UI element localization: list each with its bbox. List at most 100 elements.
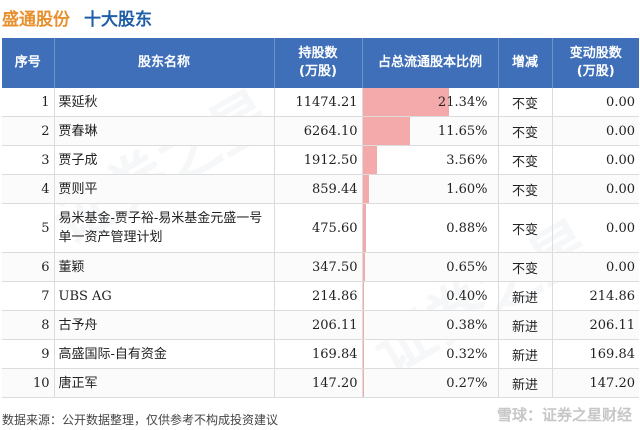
ratio-bar	[362, 117, 410, 145]
delta-shares: 0.00	[551, 203, 639, 253]
change-status: 不变	[497, 203, 552, 253]
change-status: 不变	[497, 252, 552, 282]
shareholder-name: 贾则平	[53, 174, 274, 204]
ratio-cell: 3.56%	[361, 145, 498, 175]
table-row: 5 易米基金-贾子裕-易米基金元盛一号单一资产管理计划 475.60 0.88% 不变 0…	[2, 203, 639, 253]
shareholder-name: 易米基金-贾子裕-易米基金元盛一号单一资产管理计划	[53, 203, 274, 253]
shareholder-name: 唐正军	[53, 368, 274, 398]
table-row: 4 贾则平 859.44 1.60% 不变 0.00	[2, 174, 639, 204]
shares-value: 147.20	[273, 368, 362, 398]
delta-shares: 214.86	[551, 281, 639, 311]
delta-shares: 0.00	[551, 174, 639, 204]
ratio-value: 0.27%	[446, 375, 488, 391]
column-header-name-label: 股东名称	[137, 55, 190, 70]
change-status: 新进	[497, 310, 552, 340]
data-source-note: 数据来源：公开数据整理，仅供参考不构成投资建议	[2, 413, 279, 427]
ratio-cell: 1.60%	[361, 174, 498, 204]
table-row: 7 UBS AG 214.86 0.40% 新进 214.86	[2, 281, 639, 311]
ratio-bar	[362, 282, 365, 310]
table-row: 2 贾春琳 6264.10 11.65% 不变 0.00	[2, 116, 639, 146]
ratio-cell: 0.32%	[361, 339, 498, 369]
shareholder-name: UBS AG	[53, 281, 274, 311]
ratio-value: 0.88%	[446, 220, 488, 236]
table-header-row: 序号 股东名称 持股数 (万股) 占总流通股本比例 增减 变动股数 (万股)	[2, 38, 639, 88]
column-header-change: 增减	[497, 38, 552, 88]
title-bar: 盛通股份 十大股东	[0, 0, 640, 34]
ratio-bar	[362, 146, 377, 174]
ratio-bar	[362, 204, 367, 252]
ratio-cell: 0.88%	[361, 203, 498, 253]
row-index: 7	[2, 281, 54, 311]
shares-value: 206.11	[273, 310, 362, 340]
shareholder-name: 古予舟	[53, 310, 274, 340]
ratio-cell: 0.38%	[361, 310, 498, 340]
table-row: 3 贾子成 1912.50 3.56% 不变 0.00	[2, 145, 639, 175]
row-index: 8	[2, 310, 54, 340]
section-title: 十大股东	[84, 9, 152, 30]
column-header-ratio-label: 占总流通股本比例	[377, 55, 482, 70]
shareholders-table: 序号 股东名称 持股数 (万股) 占总流通股本比例 增减 变动股数 (万股) 1…	[2, 38, 639, 398]
ratio-bar	[362, 253, 366, 281]
table-row: 10 唐正军 147.20 0.27% 新进 147.20	[2, 368, 639, 398]
row-index: 9	[2, 339, 54, 369]
ratio-cell: 0.65%	[361, 252, 498, 282]
ratio-bar	[362, 311, 365, 339]
column-header-delta: 变动股数 (万股)	[551, 38, 639, 88]
delta-shares: 0.00	[551, 145, 639, 175]
ratio-value: 11.65%	[437, 123, 488, 139]
ratio-value: 0.65%	[446, 259, 488, 275]
ratio-bar	[362, 369, 364, 397]
column-header-index-label: 序号	[14, 55, 41, 70]
column-header-delta-label: 变动股数 (万股)	[569, 46, 622, 79]
column-header-shares: 持股数 (万股)	[273, 38, 362, 88]
shareholder-name: 贾春琳	[53, 116, 274, 146]
ratio-cell: 11.65%	[361, 116, 498, 146]
table-row: 1 栗延秋 11474.21 21.34% 不变 0.00	[2, 88, 639, 117]
change-status: 不变	[497, 116, 552, 146]
shares-value: 11474.21	[273, 88, 362, 117]
ratio-value: 1.60%	[446, 181, 488, 197]
ratio-value: 0.32%	[446, 346, 488, 362]
table-row: 8 古予舟 206.11 0.38% 新进 206.11	[2, 310, 639, 340]
shares-value: 859.44	[273, 174, 362, 204]
row-index: 1	[2, 88, 54, 117]
column-header-ratio: 占总流通股本比例	[361, 38, 498, 88]
delta-shares: 0.00	[551, 88, 639, 117]
ratio-bar	[362, 175, 369, 203]
ratio-value: 21.34%	[437, 94, 488, 110]
ratio-value: 0.40%	[446, 288, 488, 304]
row-index: 2	[2, 116, 54, 146]
change-status: 新进	[497, 339, 552, 369]
column-header-index: 序号	[2, 38, 54, 88]
shareholder-name: 贾子成	[53, 145, 274, 175]
delta-shares: 169.84	[551, 339, 639, 369]
ratio-value: 0.38%	[446, 317, 488, 333]
ratio-cell: 0.40%	[361, 281, 498, 311]
shares-value: 6264.10	[273, 116, 362, 146]
shares-value: 347.50	[273, 252, 362, 282]
row-index: 3	[2, 145, 54, 175]
row-index: 4	[2, 174, 54, 204]
delta-shares: 0.00	[551, 116, 639, 146]
shares-value: 1912.50	[273, 145, 362, 175]
change-status: 不变	[497, 145, 552, 175]
ratio-bar	[362, 340, 364, 368]
shares-value: 475.60	[273, 203, 362, 253]
row-index: 5	[2, 203, 54, 253]
delta-shares: 147.20	[551, 368, 639, 398]
column-header-shares-label: 持股数 (万股)	[298, 46, 338, 79]
row-index: 10	[2, 368, 54, 398]
change-status: 新进	[497, 368, 552, 398]
ratio-cell: 21.34%	[361, 88, 498, 117]
company-title: 盛通股份	[2, 9, 70, 30]
column-header-name: 股东名称	[53, 38, 274, 88]
ratio-value: 3.56%	[446, 152, 488, 168]
change-status: 新进	[497, 281, 552, 311]
change-status: 不变	[497, 88, 552, 117]
ratio-cell: 0.27%	[361, 368, 498, 398]
table-row: 9 高盛国际-自有资金 169.84 0.32% 新进 169.84	[2, 339, 639, 369]
shareholder-name: 董颖	[53, 252, 274, 282]
table-row: 6 董颖 347.50 0.65% 不变 0.00	[2, 252, 639, 282]
row-index: 6	[2, 252, 54, 282]
delta-shares: 206.11	[551, 310, 639, 340]
